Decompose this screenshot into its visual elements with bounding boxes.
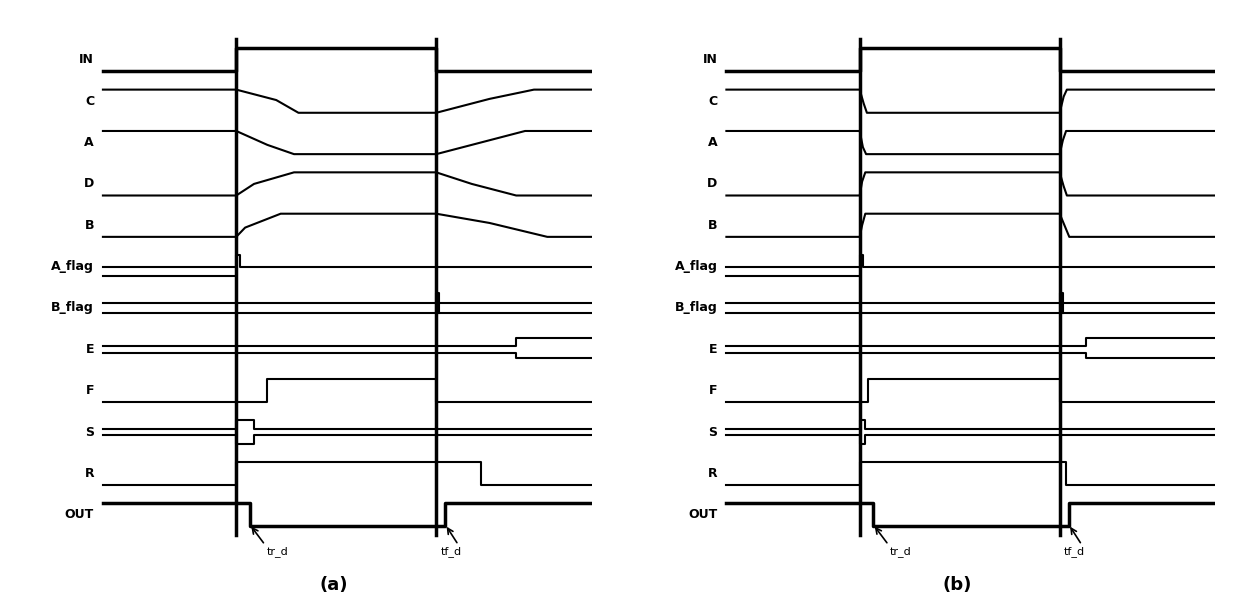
Text: R: R [84, 467, 94, 480]
Text: IN: IN [703, 54, 718, 67]
Text: A_flag: A_flag [675, 260, 718, 273]
Text: A_flag: A_flag [51, 260, 94, 273]
Text: IN: IN [79, 54, 94, 67]
Text: (a): (a) [320, 576, 348, 594]
Text: tr_d: tr_d [890, 546, 911, 557]
Text: B: B [708, 219, 718, 232]
Text: D: D [707, 177, 718, 190]
Text: A: A [84, 136, 94, 149]
Text: tr_d: tr_d [267, 546, 288, 557]
Text: A: A [708, 136, 718, 149]
Text: (b): (b) [942, 576, 972, 594]
Text: D: D [84, 177, 94, 190]
Text: OUT: OUT [64, 508, 94, 521]
Text: B: B [84, 219, 94, 232]
Text: C: C [708, 95, 718, 108]
Text: S: S [86, 426, 94, 439]
Text: tf_d: tf_d [1064, 546, 1085, 557]
Text: tf_d: tf_d [440, 546, 461, 557]
Text: E: E [709, 343, 718, 356]
Text: E: E [86, 343, 94, 356]
Text: C: C [84, 95, 94, 108]
Text: S: S [708, 426, 718, 439]
Text: F: F [86, 384, 94, 397]
Text: R: R [708, 467, 718, 480]
Text: B_flag: B_flag [675, 301, 718, 315]
Text: OUT: OUT [688, 508, 718, 521]
Text: B_flag: B_flag [51, 301, 94, 315]
Text: F: F [709, 384, 718, 397]
